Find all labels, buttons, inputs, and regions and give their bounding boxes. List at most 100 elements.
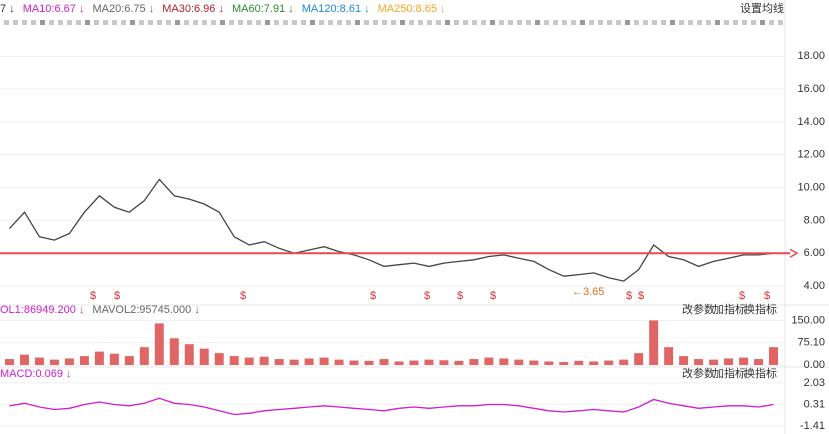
dividend-marker: $ — [490, 290, 496, 302]
toolbar-dot — [148, 20, 153, 25]
toolbar-dot — [544, 20, 549, 25]
volume-bar — [559, 362, 569, 365]
toolbar-dot — [418, 20, 423, 25]
toolbar-dot — [211, 20, 216, 25]
toolbar-dot — [103, 20, 108, 25]
panel-button[interactable]: 换指标 — [744, 302, 777, 316]
volume-bar — [94, 351, 104, 365]
volume-bar — [469, 359, 479, 365]
toolbar-dot — [58, 20, 63, 25]
toolbar-dot — [580, 20, 585, 25]
toolbar-dot — [364, 20, 369, 25]
volume-bar — [229, 356, 239, 365]
volume-bar — [424, 359, 434, 365]
toolbar-dot — [265, 20, 270, 25]
toolbar-dot — [589, 20, 594, 25]
toolbar-dot — [247, 20, 252, 25]
toolbar-dot — [769, 20, 774, 25]
indicator-label: OL1:86949.200 ↓ — [0, 304, 84, 316]
toolbar-dot — [337, 20, 342, 25]
indicator-label: 7 ↓ — [0, 3, 15, 15]
toolbar-dot — [22, 20, 27, 25]
toolbar-dot — [157, 20, 162, 25]
toolbar-dot — [625, 20, 630, 25]
dividend-marker: $ — [90, 290, 96, 302]
indicator-label: MA120:8.61 ↓ — [302, 3, 370, 15]
toolbar-dot — [553, 20, 558, 25]
volume-bar — [574, 360, 584, 365]
toolbar-dot — [175, 20, 180, 25]
toolbar-dot — [409, 20, 414, 25]
toolbar-dot — [76, 20, 81, 25]
y-tick-label: 75.10 — [797, 337, 825, 349]
volume-bar — [169, 338, 179, 365]
dividend-marker: $ — [240, 290, 246, 302]
volume-bar — [259, 356, 269, 365]
panel-button[interactable]: 改参数 — [682, 302, 715, 316]
indicator-label: MA10:6.67 ↓ — [23, 3, 85, 15]
volume-bar — [394, 361, 404, 365]
volume-bar — [274, 359, 284, 365]
volume-bar — [484, 357, 494, 365]
volume-bar — [664, 347, 674, 365]
panel-button[interactable]: 加指标 — [713, 302, 746, 316]
toolbar-dot — [427, 20, 432, 25]
toolbar-dot — [508, 20, 513, 25]
dividend-marker: $ — [638, 290, 644, 302]
toolbar-dot — [400, 20, 405, 25]
toolbar-dot — [319, 20, 324, 25]
settings-button[interactable]: 设置均线 — [740, 1, 784, 15]
dividend-marker: $ — [370, 290, 376, 302]
toolbar-dot — [184, 20, 189, 25]
indicator-label: MA60:7.91 ↓ — [232, 3, 294, 15]
y-tick-label: 10.00 — [797, 182, 825, 194]
volume-bar — [739, 357, 749, 365]
volume-bar — [154, 323, 164, 365]
toolbar-dot — [130, 20, 135, 25]
toolbar-dot — [688, 20, 693, 25]
toolbar-dot — [733, 20, 738, 25]
toolbar-dot — [13, 20, 18, 25]
panel-button[interactable]: 换指标 — [744, 366, 777, 380]
volume-bar — [349, 360, 359, 365]
volume-bar — [589, 361, 599, 365]
toolbar-dot — [346, 20, 351, 25]
volume-bar — [724, 358, 734, 365]
volume-bar — [364, 360, 374, 365]
indicator-label: MAVOL2:95745.000 ↓ — [92, 304, 199, 316]
volume-bar — [709, 359, 719, 365]
toolbar-dot — [193, 20, 198, 25]
volume-bar — [124, 356, 134, 365]
toolbar-dot — [562, 20, 567, 25]
toolbar-dot — [382, 20, 387, 25]
volume-bar — [304, 358, 314, 365]
y-tick-label: 16.00 — [797, 83, 825, 95]
dividend-marker: $ — [739, 290, 745, 302]
y-tick-label: 6.00 — [804, 247, 825, 259]
toolbar-dot — [202, 20, 207, 25]
toolbar-dot — [220, 20, 225, 25]
volume-bar — [544, 361, 554, 365]
y-tick-label: 2.03 — [804, 377, 825, 389]
panel-button[interactable]: 改参数 — [682, 366, 715, 380]
toolbar-dot — [517, 20, 522, 25]
toolbar-dot — [256, 20, 261, 25]
series-line — [9, 397, 774, 416]
toolbar-dot — [742, 20, 747, 25]
y-tick-label: 14.00 — [797, 116, 825, 128]
toolbar-dot — [4, 20, 9, 25]
panel-button[interactable]: 加指标 — [713, 366, 746, 380]
y-tick-label: 18.00 — [797, 50, 825, 62]
volume-bar — [19, 354, 29, 365]
toolbar-dot — [40, 20, 45, 25]
toolbar-dot — [31, 20, 36, 25]
toolbar-dot — [679, 20, 684, 25]
volume-bar — [499, 358, 509, 365]
series-line — [9, 178, 774, 282]
toolbar-dot — [535, 20, 540, 25]
y-tick-label: 150.00 — [791, 314, 825, 326]
volume-bar — [289, 359, 299, 365]
toolbar-dot — [760, 20, 765, 25]
toolbar-dot — [112, 20, 117, 25]
